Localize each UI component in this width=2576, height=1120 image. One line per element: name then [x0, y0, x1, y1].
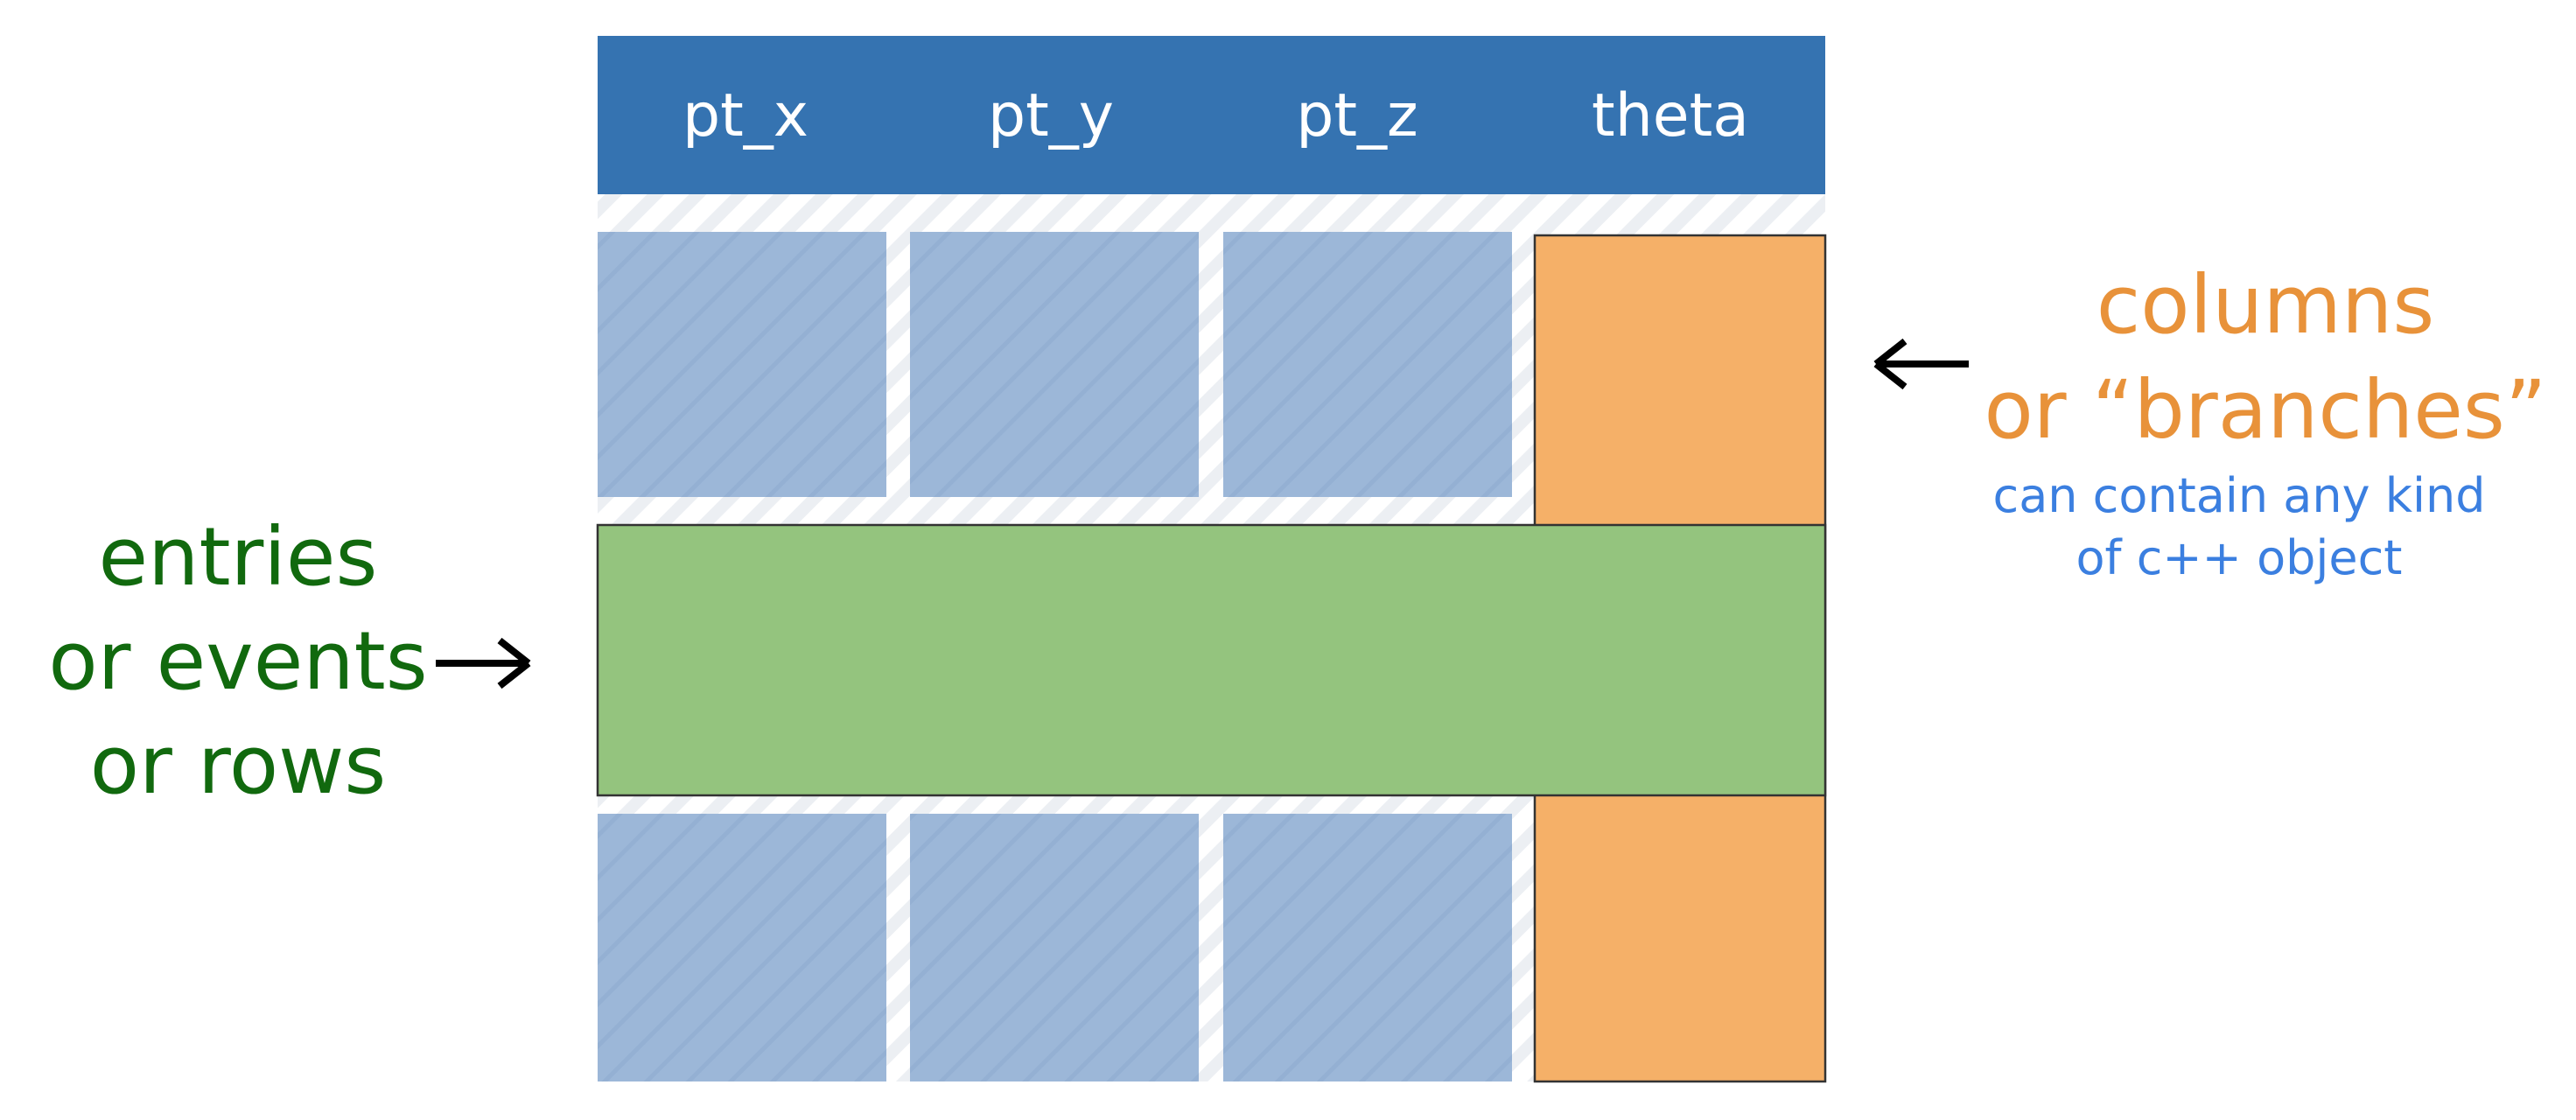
- column-header-pt-x: pt_x: [682, 81, 808, 150]
- column-header-pt-y: pt_y: [988, 81, 1114, 150]
- columns-note-line-1: can contain any kind: [1993, 468, 2486, 523]
- arrow-left-icon: [1873, 338, 1969, 390]
- rows-label-line-3: or rows: [90, 718, 387, 812]
- rows-label-line-1: entries: [99, 510, 378, 604]
- table-header: [598, 36, 1825, 194]
- columns-label-line-2: or “branches”: [1984, 363, 2546, 457]
- cell-pt-z-bottom: [1223, 814, 1512, 1082]
- columns-note-line-2: of c++ object: [2076, 530, 2403, 585]
- cell-pt-z-top: [1223, 232, 1512, 497]
- cell-pt-x-top: [598, 232, 886, 497]
- column-header-pt-z: pt_z: [1296, 81, 1418, 150]
- highlighted-row: [596, 523, 1827, 797]
- column-header-theta: theta: [1592, 81, 1749, 150]
- cell-pt-x-bottom: [598, 814, 886, 1082]
- rows-label-line-2: or events: [48, 614, 427, 708]
- columns-label-line-1: columns: [2096, 258, 2435, 352]
- cell-pt-y-bottom: [910, 814, 1199, 1082]
- arrow-right-icon: [436, 637, 531, 690]
- cell-pt-y-top: [910, 232, 1199, 497]
